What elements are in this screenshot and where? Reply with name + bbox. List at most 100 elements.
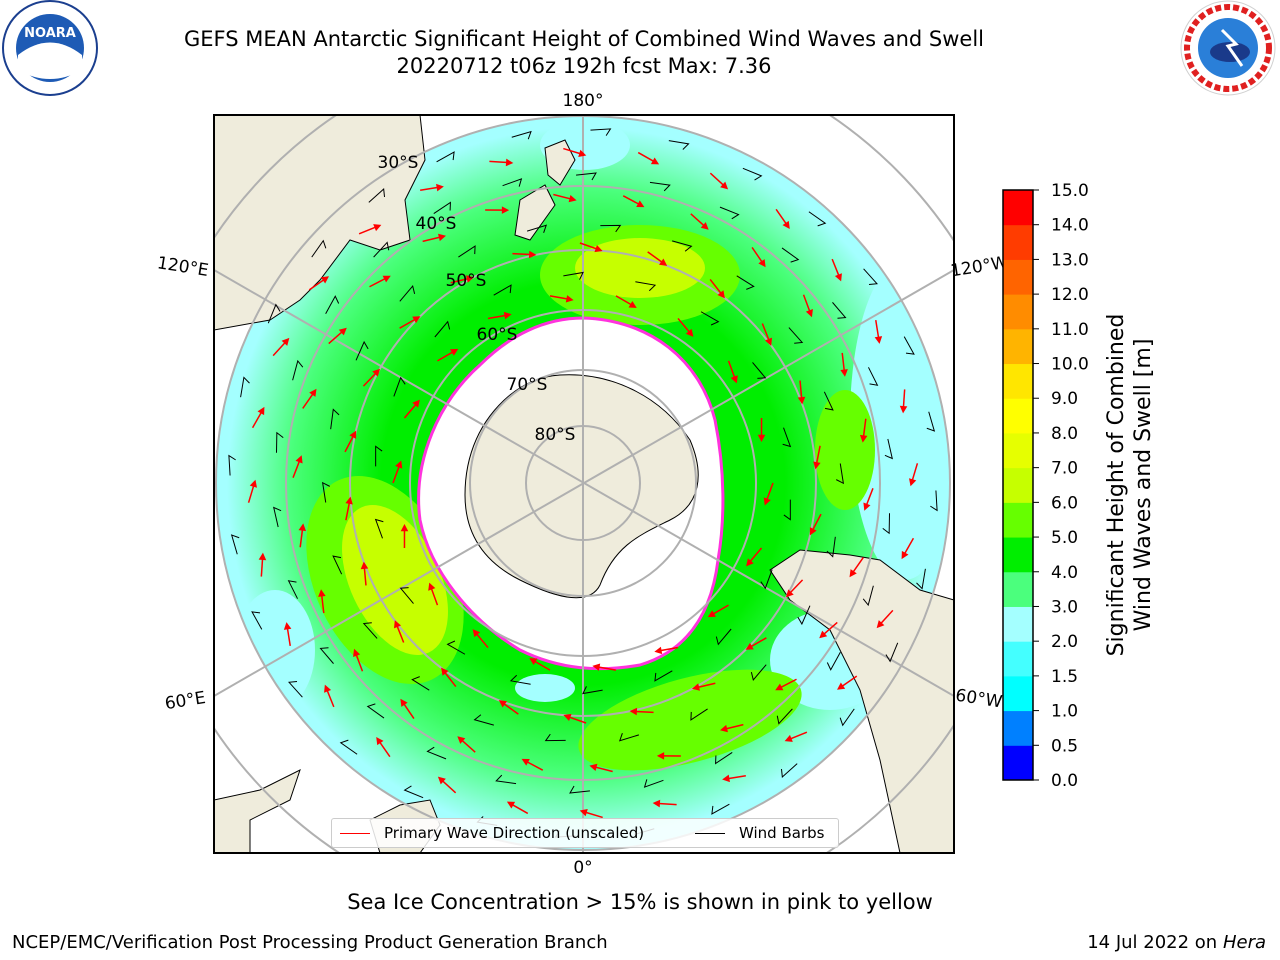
wind-barb [526,224,548,233]
map-area [214,115,954,853]
wave-arrow [379,741,391,758]
wind-barb [287,580,298,599]
wave-arrow [441,780,457,794]
wave-arrow [677,317,691,333]
wind-barb [690,708,708,721]
wind-barb [511,130,532,140]
wind-barb [618,733,640,742]
wind-barb [582,686,603,695]
wave-arrow-head [501,206,510,214]
wave-arrow-head [324,684,332,693]
colorbar-bin [1003,675,1033,712]
wind-barb [321,481,330,503]
chart-subtitle: 20220712 t06z 192h fcst Max: 7.36 [396,54,772,78]
wave-arrow [697,682,716,689]
wind-barb [808,211,827,227]
wave-arrow-head [428,582,436,591]
wind-barb [903,336,915,355]
wind-barb [760,569,773,590]
wave-arrow [286,627,291,646]
wave-arrow-head [565,295,574,303]
colorbar-label-line2: Wind Waves and Swell [m] [1131,339,1156,632]
wave-arrow [396,625,405,643]
wave-arrow [635,710,654,714]
wind-barb [715,628,732,646]
wave-arrow [875,320,880,339]
wind-barb [366,703,385,719]
wind-barb [446,640,466,655]
wind-barb [654,670,673,682]
lat-label-50: 50°S [446,271,487,291]
wave-arrow-head [656,752,665,760]
wave-arrow-head [717,290,725,299]
wave-arrow-head [840,369,848,377]
wave-arrow [299,529,304,548]
wave-arrow [841,675,858,687]
wave-arrow-head [745,642,754,650]
wave-arrow-head [441,667,449,676]
wave-arrow [420,186,439,191]
wind-barb [403,785,424,799]
noaa-logo: NOARA [2,0,98,96]
lon-label-lower-right: 60°W [954,686,1004,713]
wave-arrow [344,435,355,453]
wave-arrow-head [257,406,265,416]
wind-barb [433,201,451,214]
wave-arrow-head [874,336,883,344]
wind-barb [882,513,891,535]
wave-arrow-head [764,337,773,346]
wave-arrow-head [295,455,303,464]
wave-arrow [302,393,314,409]
colorbar-bin [1003,294,1033,330]
colorbar-tick-label: 4.0 [1051,563,1078,583]
new-zealand [514,139,576,241]
colorbar-tick-label: 1.0 [1051,702,1078,722]
colorbar-tick-label: 8.0 [1051,424,1078,444]
wind-barb [668,140,690,150]
wind-barb [590,128,612,136]
wind-barb [926,411,936,432]
wind-barb [267,303,281,324]
wave-arrow-head [908,478,917,487]
wave-arrow [815,445,821,464]
colorbar-bin [1003,432,1033,469]
wave-arrow-head [589,763,598,772]
wind-barb [288,680,303,698]
wave-arrow-head [506,801,516,809]
wave-arrow-head [628,300,637,308]
lon-label-upper-left: 120°E [156,253,210,281]
wind-barb [393,376,406,397]
wave-arrow [369,277,386,288]
wind-barb [563,271,584,280]
colorbar-bin [1003,502,1033,538]
wave-arrow-head [400,523,409,532]
wind-barb [399,284,416,302]
wave-arrow-head [899,405,908,414]
wind-barb [251,611,263,630]
wind-barbs [228,128,938,838]
wave-arrow-head [563,713,572,722]
wind-barb [736,275,755,290]
wave-arrow [709,172,725,186]
wave-arrow-head [720,181,729,190]
colorbar-tick-label: 0.5 [1051,736,1078,756]
wave-arrow-head [659,258,668,266]
colorbar-bin [1003,190,1033,226]
wind-barb [355,340,369,361]
wave-arrow [320,595,325,614]
wave-arrow [272,341,286,357]
footer-date: 14 Jul 2022 on Hera [1087,932,1266,953]
wave-arrow [647,251,663,263]
wave-arrow [690,213,705,227]
wind-barb [700,311,720,326]
wave-arrow-head [528,250,537,259]
colorbar-tick-label: 15.0 [1051,181,1089,201]
wind-barb [292,359,304,381]
wind-barb [884,438,893,460]
wind-barb [319,647,334,664]
wind-barb [750,664,767,682]
wave-arrow [595,766,613,773]
wind-barb [544,733,566,742]
legend-label-barb: Wind Barbs [739,824,825,842]
